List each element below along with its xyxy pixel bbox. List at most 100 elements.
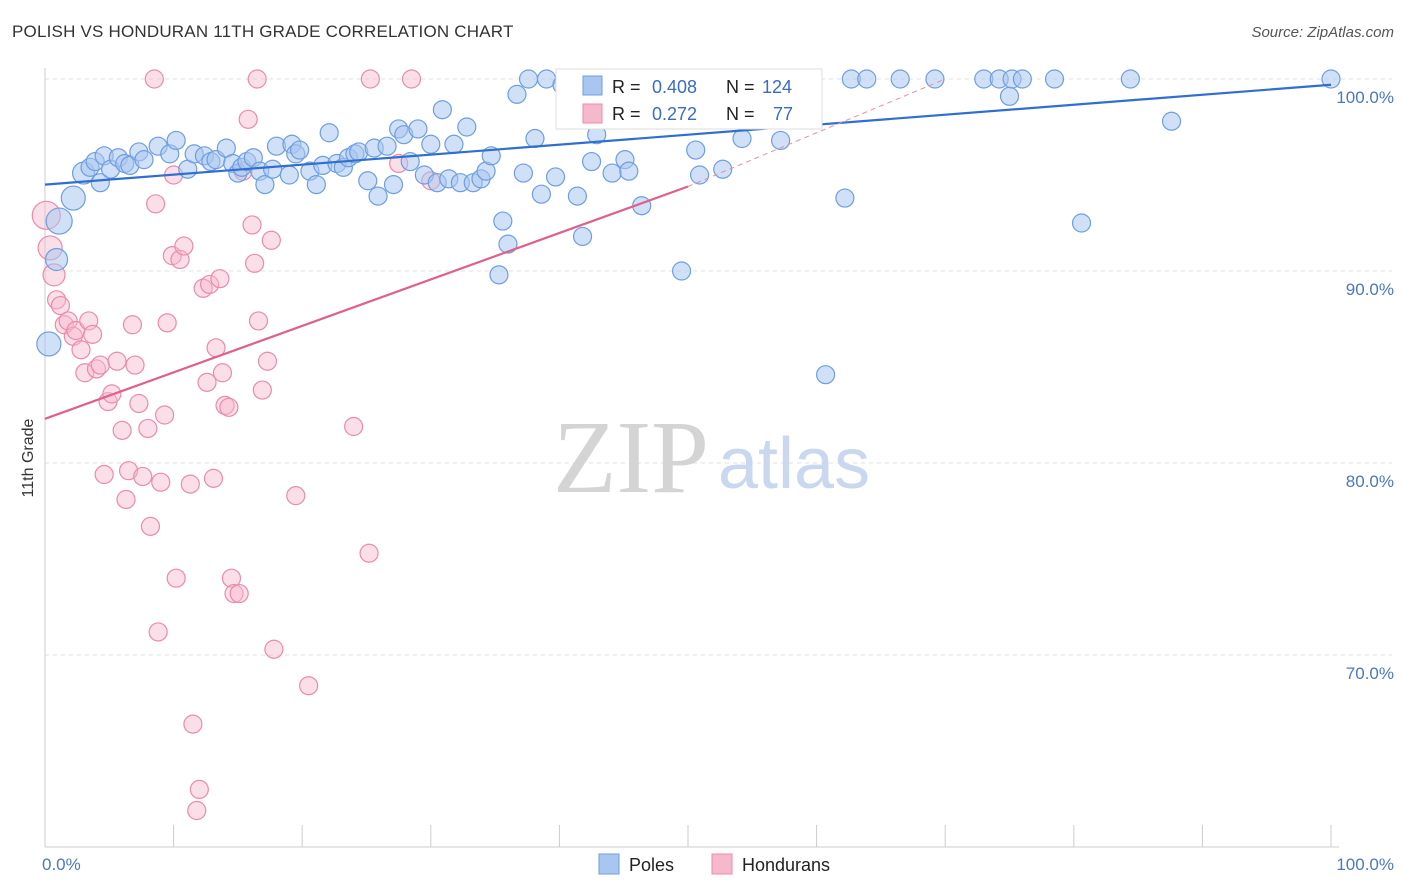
poles-point [1071,213,1092,233]
hondurans-n-value: 77 [773,104,793,124]
poles-point [263,159,283,179]
hondurans-point [107,351,127,371]
hondurans-point [210,269,230,289]
poles-point [90,173,110,193]
hondurans-point [157,313,177,333]
watermark-zip: ZIP [553,400,709,515]
hondurans-point [229,583,249,604]
hondurans-point [224,583,244,604]
hondurans-point [140,516,161,536]
poles-point [513,163,533,183]
hondurans-point [148,622,168,642]
poles-point [444,134,464,154]
poles-point [686,140,706,160]
poles-point [493,211,513,231]
hondurans-point [221,568,242,588]
legend-swatch-hondurans [711,853,733,875]
hondurans-point [242,215,262,235]
poles-point [290,140,310,160]
axes: 70.0% 80.0% 90.0% 100.0% 0.0% 100.0% [42,68,1394,874]
hondurans-point [154,405,175,425]
poles-point [408,119,428,139]
poles-point [770,130,791,151]
hondurans-point [133,466,153,487]
hondurans-point [189,779,209,800]
poles-point [358,171,378,191]
poles-point [1012,69,1032,89]
trend-lines [44,78,1332,420]
y-tick-label: 100.0% [1336,88,1394,107]
hondurans-point [129,393,149,414]
hondurans-point [183,714,203,734]
hondurans-r-label: R = [612,104,641,124]
hondurans-point [257,351,278,371]
hondurans-point [219,397,239,417]
hondurans-point [286,486,306,506]
legend: Poles Hondurans [598,853,830,875]
hondurans-point [144,69,164,89]
hondurans-point [197,372,217,392]
poles-point [619,161,639,181]
poles-point [857,69,877,89]
poles-point [166,130,186,151]
poles-point [890,69,910,89]
hondurans-point [344,416,364,437]
hondurans-point [261,230,281,250]
hondurans-point [145,194,166,214]
hondurans-point [245,253,265,273]
hondurans-point [180,474,200,494]
poles-point [525,128,545,149]
poles-point [134,150,154,170]
hondurans-point [71,340,91,360]
hondurans-point [112,420,132,440]
poles-r-label: R = [612,77,641,97]
hondurans-point [75,363,95,383]
poles-point [45,207,73,235]
legend-swatch-poles [598,853,620,875]
hondurans-point [138,418,158,439]
poles-point [713,159,733,179]
poles-stat-swatch [582,75,603,96]
poles-point [432,100,452,120]
hondurans-point [401,69,422,89]
hondurans-r-value: 0.272 [652,104,697,124]
hondurans-point [248,311,269,331]
watermark: ZIP atlas [553,400,870,515]
poles-point [1161,111,1182,131]
chart-title: POLISH VS HONDURAN 11TH GRADE CORRELATIO… [12,22,514,41]
poles-point [671,261,692,281]
hondurans-point [187,800,207,821]
hondurans-point [151,472,171,492]
hondurans-point [50,295,71,316]
poles-point [457,117,477,137]
poles-point [498,234,518,254]
hondurans-point [174,236,194,256]
poles-point [602,163,622,183]
poles-point [44,247,69,272]
hondurans-point [238,109,258,129]
poles-points [36,69,1341,385]
y-tick-label: 80.0% [1346,472,1394,491]
poles-point [255,175,275,195]
hondurans-point [82,324,103,344]
poles-point [835,188,855,208]
poles-point [1120,69,1140,89]
hondurans-trend-extension [687,78,946,187]
hondurans-point [212,363,233,383]
poles-point [421,134,441,154]
poles-point [383,175,404,195]
hondurans-point [299,676,319,696]
poles-point [489,265,509,285]
hondurans-stat-swatch [582,103,603,124]
hondurans-point [125,355,145,375]
poles-trend-line [44,83,1332,186]
poles-point [36,331,62,357]
hondurans-point [252,380,272,400]
stats-box: R = 0.408 N = 124 R = 0.272 N = 77 [555,68,823,130]
poles-point [319,123,339,143]
legend-label-hondurans: Hondurans [742,855,830,875]
poles-point [518,69,539,89]
watermark-atlas: atlas [718,424,870,504]
hondurans-point [203,468,224,488]
hondurans-point [116,489,136,510]
